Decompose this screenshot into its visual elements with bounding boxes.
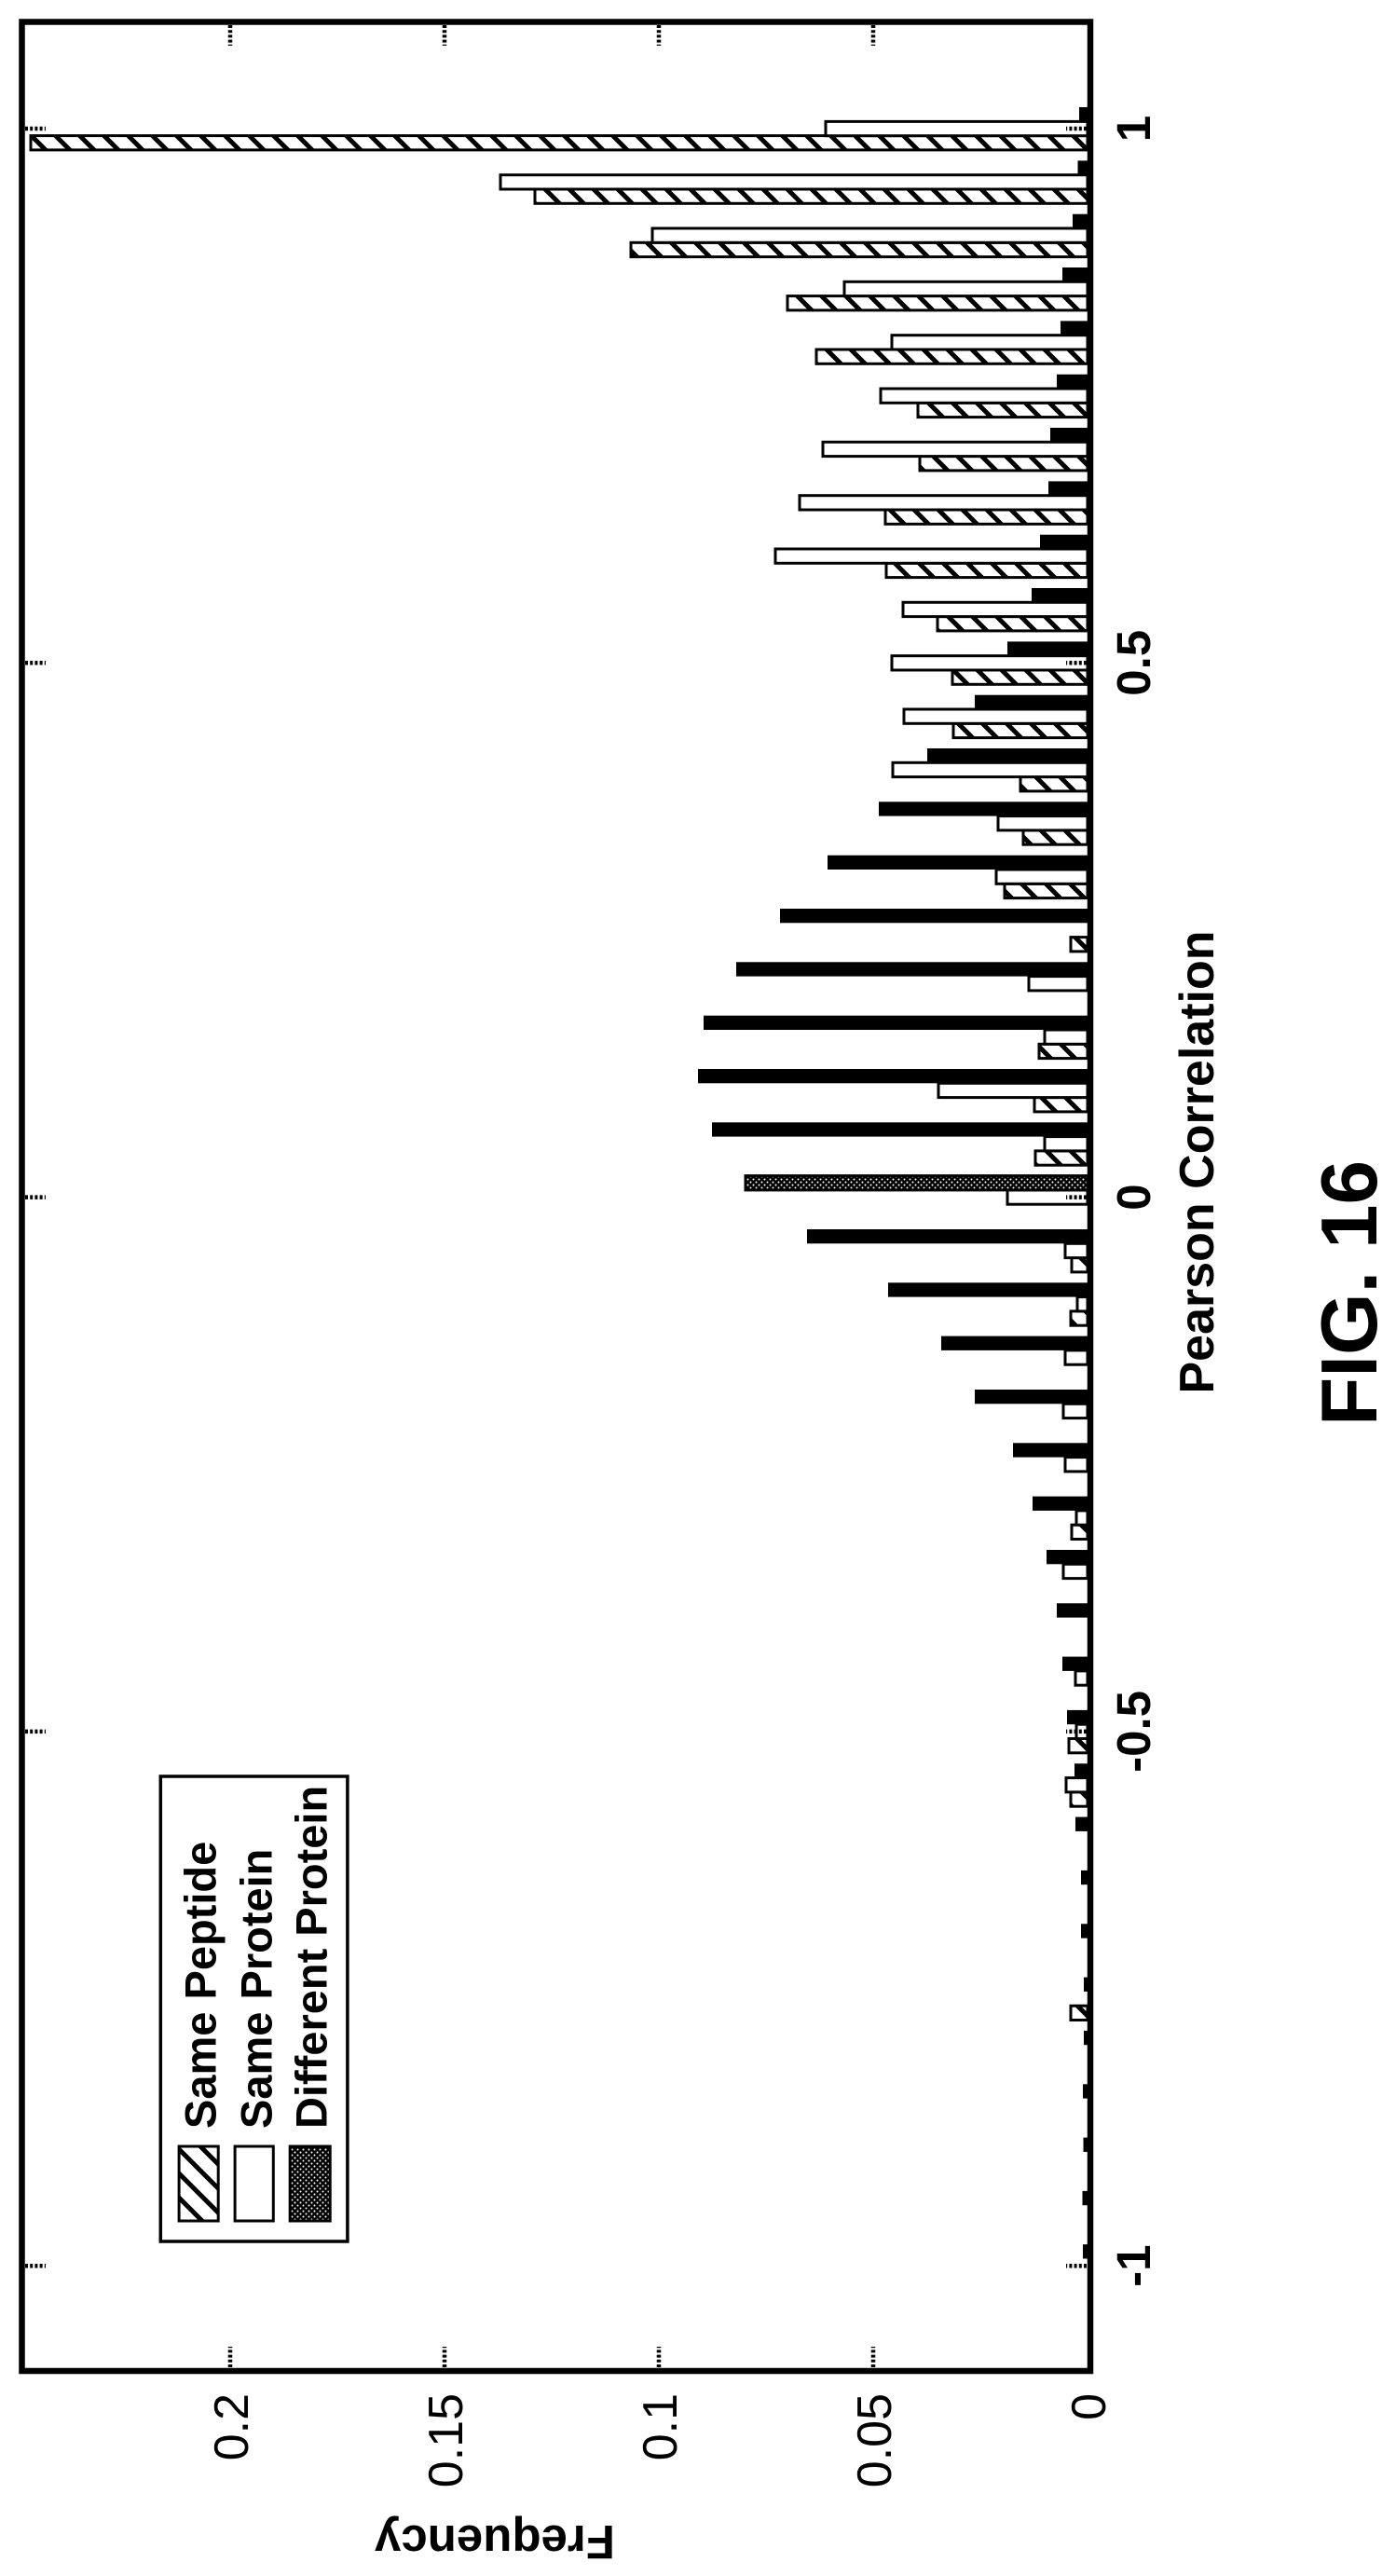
svg-text:-1: -1 xyxy=(1107,2245,1160,2287)
svg-text:0.05: 0.05 xyxy=(848,2393,902,2487)
svg-text:Same Peptide: Same Peptide xyxy=(176,1842,226,2129)
svg-text:0: 0 xyxy=(1107,1184,1160,1210)
svg-text:-0.5: -0.5 xyxy=(1107,1691,1160,1773)
svg-text:0: 0 xyxy=(1062,2393,1116,2420)
svg-text:Different Protein: Different Protein xyxy=(287,1786,336,2129)
svg-text:Pearson Correlation: Pearson Correlation xyxy=(1170,930,1225,1393)
svg-text:0.2: 0.2 xyxy=(205,2393,259,2460)
svg-text:Same Protein: Same Protein xyxy=(232,1849,281,2129)
svg-text:FIG. 16: FIG. 16 xyxy=(1306,1160,1394,1426)
svg-text:0.15: 0.15 xyxy=(419,2393,473,2487)
svg-text:0.5: 0.5 xyxy=(1107,630,1160,696)
svg-text:Frequency: Frequency xyxy=(374,2515,615,2569)
svg-text:0.1: 0.1 xyxy=(634,2393,688,2460)
svg-text:1: 1 xyxy=(1107,116,1160,142)
